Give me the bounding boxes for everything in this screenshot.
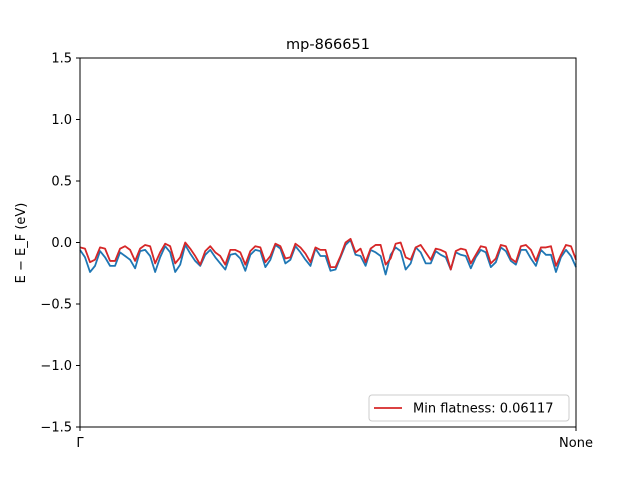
legend-box <box>368 394 570 422</box>
y-axis: −1.5 −1.0 −0.5 0.0 0.5 1.0 1.5 <box>40 52 80 436</box>
x-tick-label: None <box>559 436 593 451</box>
y-tick-label: 0.5 <box>51 175 72 190</box>
band-line-blue <box>79 239 577 276</box>
y-tick-label: −0.5 <box>40 298 72 313</box>
series-layer <box>79 237 577 276</box>
chart-title: mp-866651 <box>286 37 370 53</box>
x-axis: Γ None <box>76 427 593 451</box>
legend-label: Min flatness: 0.06117 <box>413 402 554 417</box>
y-tick-label: −1.0 <box>40 359 72 374</box>
y-tick-label: 1.0 <box>51 113 72 128</box>
legend: Min flatness: 0.06117 <box>368 394 570 422</box>
x-tick-label: Γ <box>76 436 84 451</box>
band-line-red <box>79 237 577 271</box>
y-tick-label: 1.5 <box>51 52 72 67</box>
y-tick-label: 0.0 <box>51 236 72 251</box>
plot-area <box>80 58 576 427</box>
y-tick-label: −1.5 <box>40 421 72 436</box>
y-axis-label: E − E_F (eV) <box>14 203 29 284</box>
